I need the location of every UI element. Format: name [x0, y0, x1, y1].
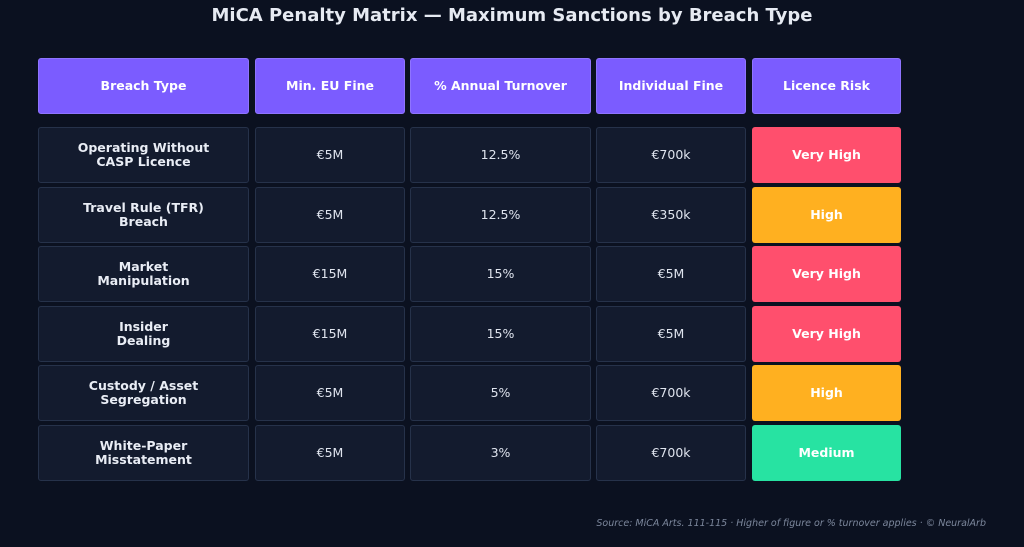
breach-type-label: CASP Licence: [96, 154, 191, 169]
individual-fine-cell: €700k: [596, 425, 746, 481]
column-header-breach-type: Breach Type: [38, 58, 249, 114]
column-header-licence-risk: Licence Risk: [752, 58, 901, 114]
individual-fine-cell: €700k: [596, 365, 746, 421]
individual-fine-cell: €5M: [596, 306, 746, 362]
licence-risk-badge: Medium: [752, 425, 901, 481]
min-eu-fine-cell: €15M: [255, 306, 405, 362]
source-footnote: Source: MiCA Arts. 111-115 · Higher of f…: [596, 518, 986, 529]
licence-risk-badge: Very High: [752, 127, 901, 183]
breach-type-cell: Operating Without CASP Licence: [38, 127, 249, 183]
min-eu-fine-cell: €5M: [255, 365, 405, 421]
breach-type-label: Operating Without: [77, 140, 210, 155]
breach-type-label: Breach: [119, 214, 168, 229]
min-eu-fine-cell: €5M: [255, 425, 405, 481]
individual-fine-cell: €350k: [596, 187, 746, 243]
individual-fine-cell: €700k: [596, 127, 746, 183]
breach-type-label: White-Paper: [99, 438, 188, 453]
licence-risk-badge: Very High: [752, 306, 901, 362]
breach-type-cell: Insider Dealing: [38, 306, 249, 362]
annual-turnover-cell: 5%: [410, 365, 591, 421]
breach-type-cell: Travel Rule (TFR) Breach: [38, 187, 249, 243]
individual-fine-cell: €5M: [596, 246, 746, 302]
breach-type-label: Market: [118, 259, 169, 274]
annual-turnover-cell: 12.5%: [410, 187, 591, 243]
breach-type-cell: White-Paper Misstatement: [38, 425, 249, 481]
breach-type-label: Manipulation: [97, 273, 190, 288]
annual-turnover-cell: 12.5%: [410, 127, 591, 183]
min-eu-fine-cell: €5M: [255, 127, 405, 183]
licence-risk-badge: High: [752, 365, 901, 421]
annual-turnover-cell: 15%: [410, 246, 591, 302]
breach-type-cell: Custody / Asset Segregation: [38, 365, 249, 421]
breach-type-label: Segregation: [100, 392, 187, 407]
breach-type-label: Dealing: [116, 333, 171, 348]
min-eu-fine-cell: €15M: [255, 246, 405, 302]
licence-risk-badge: High: [752, 187, 901, 243]
page-title: MiCA Penalty Matrix — Maximum Sanctions …: [211, 5, 813, 26]
annual-turnover-cell: 3%: [410, 425, 591, 481]
column-header-individual-fine: Individual Fine: [596, 58, 746, 114]
licence-risk-badge: Very High: [752, 246, 901, 302]
breach-type-cell: Market Manipulation: [38, 246, 249, 302]
breach-type-label: Custody / Asset: [88, 378, 199, 393]
column-header-min-eu-fine: Min. EU Fine: [255, 58, 405, 114]
breach-type-label: Travel Rule (TFR): [83, 200, 204, 215]
column-header-annual-turnover: % Annual Turnover: [410, 58, 591, 114]
breach-type-label: Insider: [119, 319, 168, 334]
annual-turnover-cell: 15%: [410, 306, 591, 362]
breach-type-label: Misstatement: [95, 452, 192, 467]
min-eu-fine-cell: €5M: [255, 187, 405, 243]
